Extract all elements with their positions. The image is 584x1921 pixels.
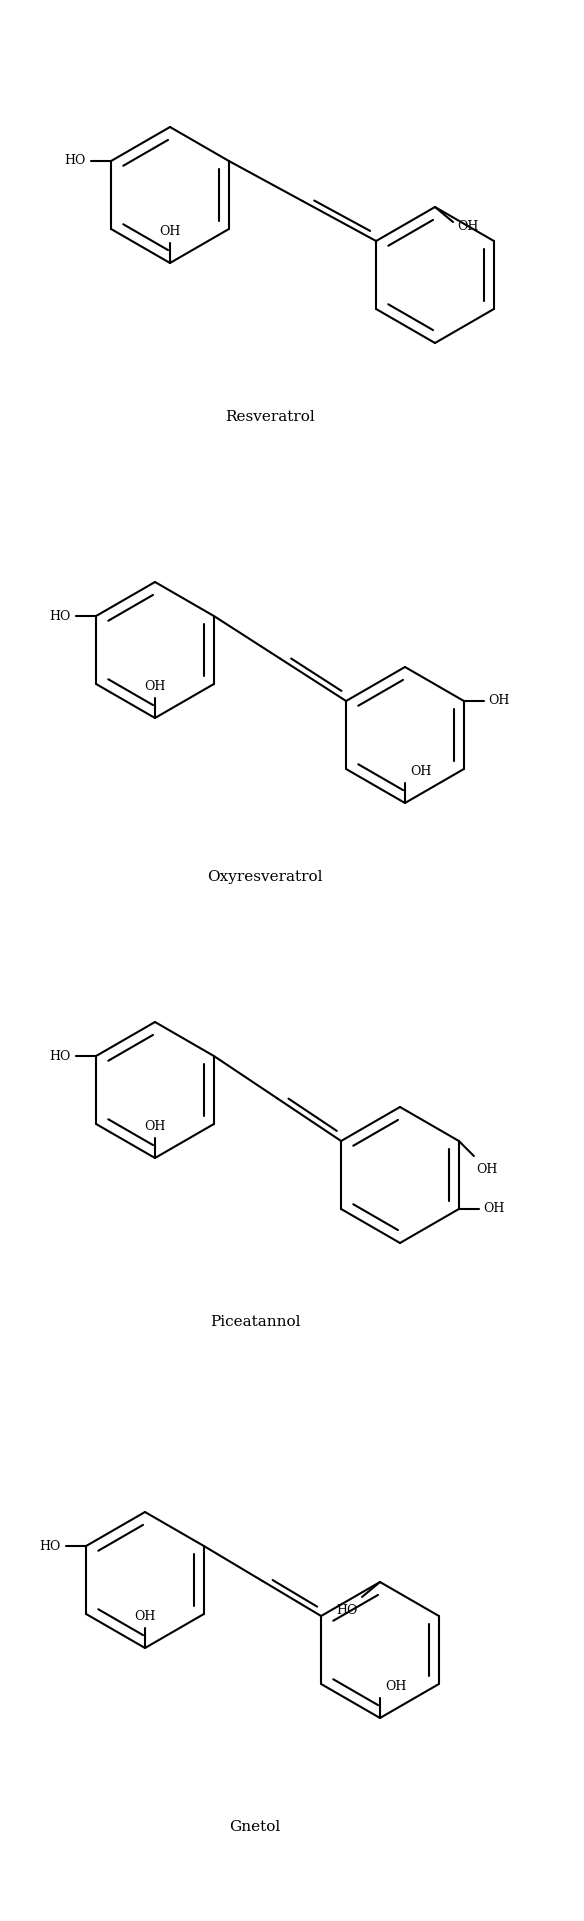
Text: OH: OH <box>385 1681 406 1692</box>
Text: Gnetol: Gnetol <box>230 1819 281 1835</box>
Text: OH: OH <box>410 765 432 778</box>
Text: OH: OH <box>144 1120 166 1133</box>
Text: HO: HO <box>65 154 86 167</box>
Text: OH: OH <box>457 221 478 234</box>
Text: HO: HO <box>50 609 71 622</box>
Text: Oxyresveratrol: Oxyresveratrol <box>207 870 323 884</box>
Text: HO: HO <box>336 1604 358 1617</box>
Text: OH: OH <box>488 695 509 707</box>
Text: OH: OH <box>159 225 180 238</box>
Text: Resveratrol: Resveratrol <box>225 409 315 425</box>
Text: Piceatannol: Piceatannol <box>210 1316 300 1329</box>
Text: OH: OH <box>134 1610 156 1623</box>
Text: OH: OH <box>476 1162 497 1176</box>
Text: HO: HO <box>40 1539 61 1552</box>
Text: HO: HO <box>50 1049 71 1062</box>
Text: OH: OH <box>483 1203 504 1216</box>
Text: OH: OH <box>144 680 166 693</box>
